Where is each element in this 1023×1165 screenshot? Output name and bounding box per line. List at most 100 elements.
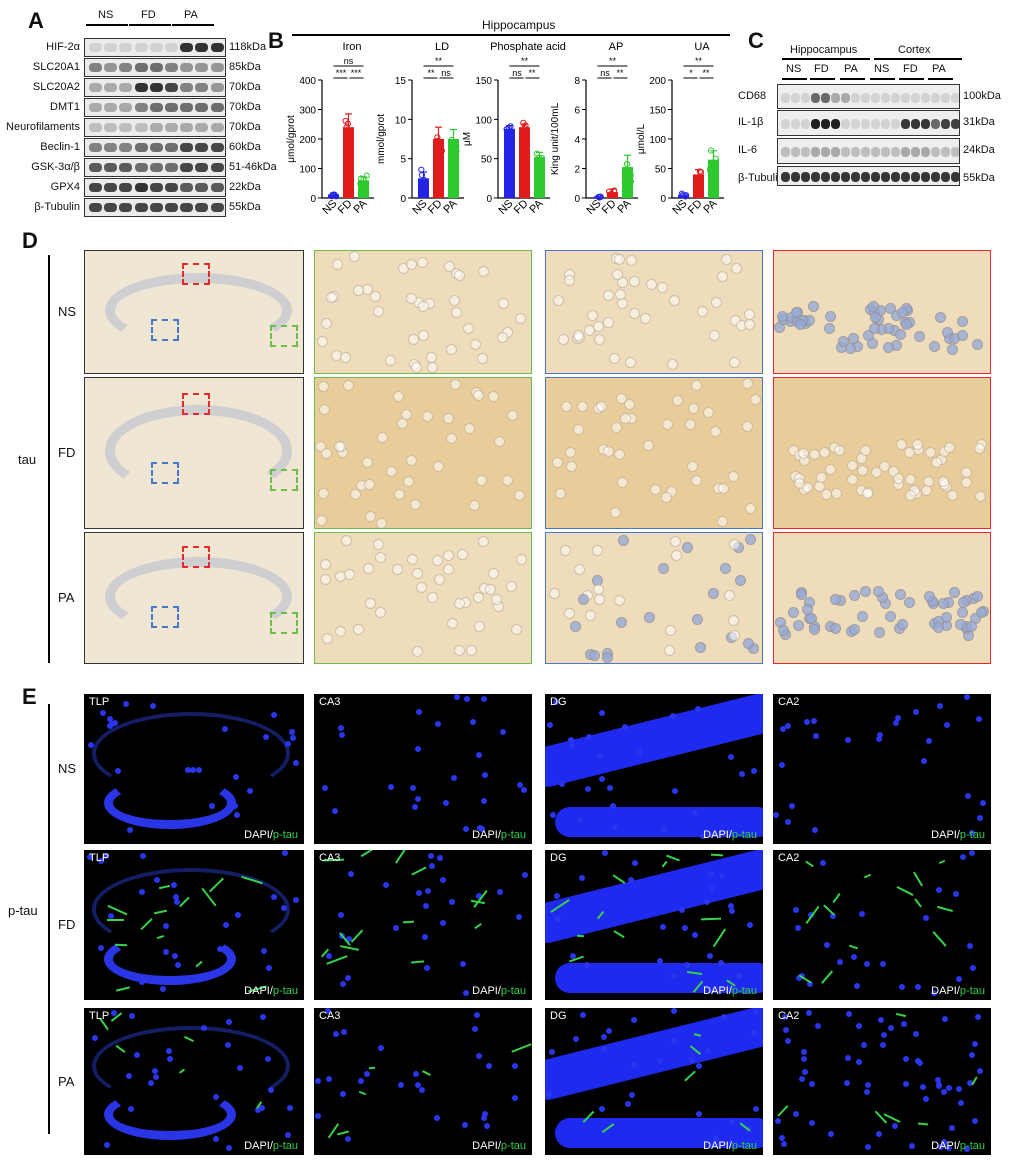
channel-dapi-label: DAPI xyxy=(931,829,957,841)
dapi-nucleus xyxy=(956,1085,963,1092)
roi-box-blue xyxy=(151,319,179,342)
chart-y-tick-label: 50 xyxy=(655,165,667,176)
p-tau-if-tile: DG DAPI/p-tau xyxy=(545,850,763,1000)
p-tau-signal xyxy=(805,861,815,868)
chart-sig-label: ** xyxy=(427,68,435,78)
roi-box-blue xyxy=(151,461,179,484)
chart-y-tick-label: 100 xyxy=(475,115,492,126)
ihc-nucleus xyxy=(416,256,428,268)
ihc-nucleus xyxy=(728,357,740,369)
wb-c-group-label: PA xyxy=(932,63,946,75)
p-tau-if-tile: CA2 DAPI/p-tau xyxy=(773,1008,991,1155)
wb-c-band xyxy=(951,119,959,129)
dapi-nucleus xyxy=(793,907,800,914)
dapi-nucleus xyxy=(133,1051,140,1058)
wb-a-band-row xyxy=(84,138,226,157)
dapi-nucleus xyxy=(114,768,121,775)
tau-ihc-tile xyxy=(545,377,763,529)
ihc-nucleus xyxy=(788,607,800,619)
wb-c-band xyxy=(781,92,790,103)
channel-legend: DAPI/p-tau xyxy=(703,829,757,841)
wb-a-group-label: NS xyxy=(98,9,114,21)
ihc-nucleus xyxy=(911,438,923,450)
wb-a-band xyxy=(165,163,178,172)
channel-separator: / xyxy=(497,1140,501,1152)
granule-cell-layer xyxy=(555,962,763,993)
ihc-nucleus xyxy=(616,616,628,628)
wb-c-size-label: 24kDa xyxy=(963,144,995,156)
chart-bar xyxy=(534,157,545,198)
dapi-nucleus xyxy=(785,818,792,825)
wb-c-band xyxy=(941,147,950,157)
dapi-nucleus xyxy=(268,1087,275,1094)
dapi-nucleus xyxy=(860,1041,867,1048)
chart-title: UA xyxy=(694,41,710,53)
chart-sig-label: ** xyxy=(616,68,624,78)
wb-c-band xyxy=(841,172,850,182)
ihc-nucleus xyxy=(937,475,949,487)
dapi-nucleus xyxy=(470,718,477,725)
dapi-nucleus xyxy=(785,1037,792,1044)
dapi-nucleus xyxy=(172,953,179,960)
ihc-nucleus xyxy=(515,554,527,566)
dapi-nucleus xyxy=(836,959,843,965)
panel-label-d: D xyxy=(22,228,38,253)
ihc-nucleus xyxy=(454,269,466,281)
dapi-nucleus xyxy=(184,766,191,773)
channel-separator: / xyxy=(269,829,273,841)
dapi-nucleus xyxy=(609,802,616,809)
dapi-nucleus xyxy=(579,874,586,881)
channel-legend: DAPI/p-tau xyxy=(472,829,526,841)
dapi-nucleus xyxy=(750,767,757,774)
ihc-nucleus xyxy=(614,254,626,266)
tau-ihc-tile xyxy=(773,377,991,529)
wb-c-band xyxy=(951,172,959,182)
dapi-nucleus xyxy=(152,1068,159,1075)
ihc-nucleus xyxy=(442,550,454,562)
wb-a-band xyxy=(119,203,133,212)
dapi-nucleus xyxy=(923,914,930,921)
ihc-nucleus xyxy=(496,331,508,343)
chart-sig-label: ns xyxy=(512,68,522,78)
ihc-nucleus xyxy=(610,507,622,519)
dapi-nucleus xyxy=(751,1029,758,1036)
region-label: CA2 xyxy=(778,696,800,708)
ihc-nucleus xyxy=(554,488,566,500)
ihc-nucleus xyxy=(384,355,396,367)
wb-c-band xyxy=(871,172,880,182)
ihc-nucleus xyxy=(971,338,983,350)
dapi-nucleus xyxy=(285,740,292,747)
p-tau-if-tile: CA2 DAPI/p-tau xyxy=(773,694,991,844)
dapi-nucleus xyxy=(331,808,338,815)
wb-c-band xyxy=(901,92,910,103)
p-tau-signal xyxy=(107,918,124,921)
chart-y-tick-label: 50 xyxy=(481,155,493,166)
dapi-nucleus xyxy=(844,1055,851,1062)
dapi-nucleus xyxy=(679,906,686,913)
dapi-nucleus xyxy=(223,922,230,929)
wb-a-band xyxy=(165,183,178,192)
wb-a-protein-label: DMT1 xyxy=(50,101,80,113)
wb-c-band xyxy=(861,119,870,129)
dapi-nucleus xyxy=(554,915,561,922)
dapi-nucleus xyxy=(347,871,354,878)
region-label: TLP xyxy=(89,696,110,708)
ihc-nucleus xyxy=(617,276,629,288)
ihc-nucleus xyxy=(487,568,499,580)
ihc-nucleus xyxy=(661,419,673,431)
ihc-nucleus xyxy=(691,475,703,487)
dapi-nucleus xyxy=(254,1106,261,1113)
dapi-nucleus xyxy=(92,1034,99,1041)
dapi-nucleus xyxy=(879,961,886,968)
wb-a-band xyxy=(104,103,118,112)
p-tau-signal xyxy=(917,1122,928,1126)
chart-title: Iron xyxy=(343,41,362,53)
ihc-nucleus xyxy=(620,413,632,425)
ihc-nucleus xyxy=(710,425,722,437)
dapi-nucleus xyxy=(865,1082,872,1088)
p-tau-if-tile: DG DAPI/p-tau xyxy=(545,694,763,844)
wb-c-band xyxy=(901,119,910,129)
region-label: DG xyxy=(550,1010,567,1022)
dapi-nucleus xyxy=(338,725,345,732)
ihc-nucleus xyxy=(847,473,859,485)
